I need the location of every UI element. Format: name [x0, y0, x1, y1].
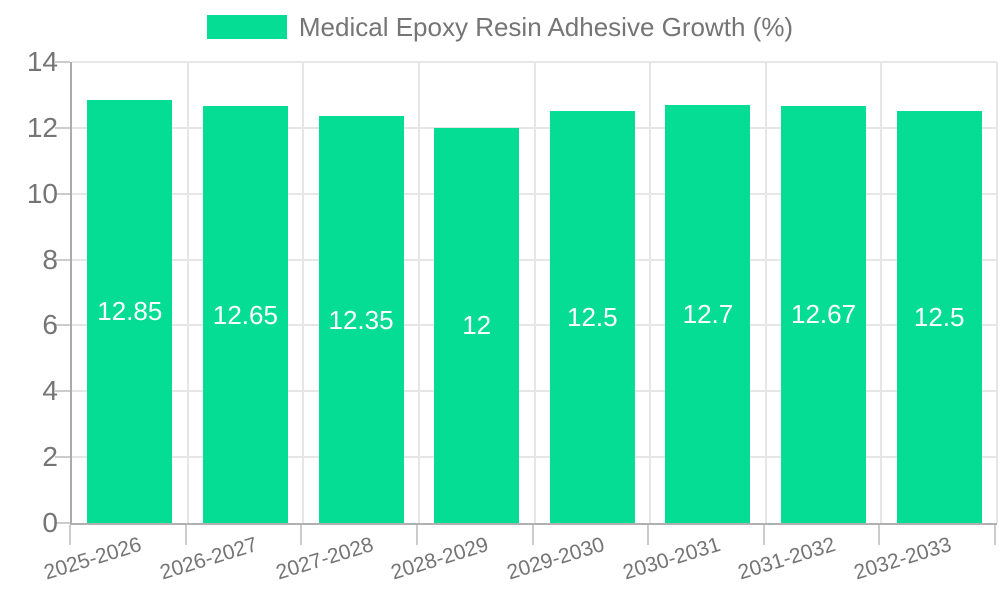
legend-item[interactable]: Medical Epoxy Resin Adhesive Growth (%): [0, 12, 1000, 42]
x-category-label: 2029-2030: [504, 533, 608, 585]
bar: [434, 127, 520, 523]
x-gridline: [186, 62, 189, 523]
bar: [549, 111, 635, 523]
x-category-label: 2025-2026: [41, 533, 145, 585]
x-axis-tick: [415, 525, 418, 545]
bar: [665, 104, 751, 523]
x-axis-tick: [531, 525, 534, 545]
x-axis-tick: [300, 525, 303, 545]
x-axis-tick: [184, 525, 187, 545]
plot-area: 12.85 12.65 12.35 12 12.5 12.7 12.67 12.5: [70, 61, 998, 525]
x-gridline: [996, 62, 998, 523]
x-axis-tick: [647, 525, 650, 545]
x-axis-tick: [762, 525, 765, 545]
bar: [896, 111, 982, 523]
y-tick-label: 0: [42, 507, 58, 538]
legend-swatch: [206, 15, 287, 39]
bar: [202, 106, 288, 523]
x-gridline: [649, 62, 652, 523]
y-axis-tick: [55, 126, 70, 129]
y-axis-tick: [55, 522, 70, 524]
x-category-label: 2030-2031: [619, 533, 723, 585]
x-gridline: [302, 62, 305, 523]
y-axis-tick: [55, 390, 70, 393]
x-category-label: 2028-2029: [388, 533, 492, 585]
x-category-label: 2031-2032: [735, 533, 839, 585]
legend-label: Medical Epoxy Resin Adhesive Growth (%): [298, 12, 794, 42]
x-axis-tick: [994, 525, 996, 545]
x-category-label: 2026-2027: [157, 533, 261, 585]
y-tick-label: 10: [26, 177, 58, 209]
bar: [318, 116, 404, 523]
y-tick-label: 14: [26, 46, 58, 77]
y-axis-tick: [55, 192, 70, 195]
x-gridline: [417, 62, 420, 523]
x-gridline: [880, 62, 883, 523]
y-tick-label: 2: [42, 441, 58, 473]
bar: [87, 99, 173, 523]
y-tick-label: 6: [42, 309, 58, 341]
y-tick-label: 12: [26, 111, 58, 143]
y-tick-label: 4: [42, 375, 58, 407]
x-axis-tick: [69, 525, 71, 545]
y-axis-tick: [55, 61, 70, 63]
y-axis-tick: [55, 324, 70, 327]
y-axis-tick: [55, 258, 70, 261]
x-category-label: 2027-2028: [273, 533, 376, 585]
x-axis-tick: [878, 525, 881, 545]
x-category-label: 2032-2033: [851, 533, 954, 585]
x-gridline: [764, 62, 767, 523]
y-tick-label: 8: [42, 243, 58, 275]
bar: [781, 105, 867, 523]
x-gridline: [533, 62, 536, 523]
y-axis-tick: [55, 456, 70, 459]
